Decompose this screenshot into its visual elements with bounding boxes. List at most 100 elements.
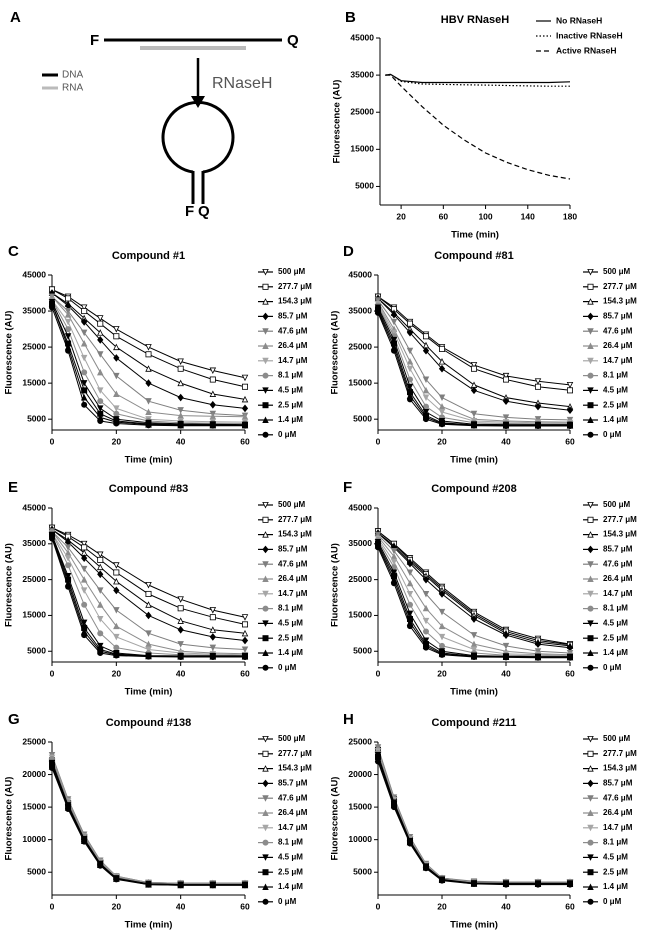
marker [177,641,184,648]
marker [470,410,478,418]
marker [145,653,152,660]
x-tick-label: 60 [565,901,575,911]
marker [65,806,72,813]
legend-marker [587,328,594,335]
x-tick-label: 60 [240,668,250,678]
marker [97,336,104,344]
marker [390,347,397,354]
marker [97,601,104,608]
legend-label: 4.5 μM [278,386,303,395]
marker [81,838,88,845]
series-line [377,750,570,884]
chart-title: Compound #208 [431,483,517,495]
marker [177,596,184,603]
marker [406,365,414,373]
legend-label: 154.3 μM [278,297,312,306]
chart: B HBV RNaseH Time (min) Fluorescence (AU) 50… [332,9,623,241]
marker [502,881,509,888]
fluorophore: F [90,32,99,49]
legend-label: 47.6 μM [603,793,633,802]
y-tick-label: 5000 [27,413,46,423]
marker [177,882,184,889]
marker [438,590,446,598]
marker [97,315,104,322]
legend-marker [587,575,594,582]
legend-label: 154.3 μM [278,764,312,773]
panel-label: D [343,243,354,260]
legend-label: 14.7 μM [278,356,308,365]
legend-label: 500 μM [278,267,305,276]
marker [80,380,88,387]
legend-label: 4.5 μM [278,619,303,628]
legend-label: 26.4 μM [603,808,633,817]
legend-label: 1.4 μM [278,415,303,424]
legend-label: 277.7 μM [603,515,637,524]
y-tick-label: 25000 [348,736,372,746]
chart: D Compound #81 Time (min) Fluorescence (AU)… [330,243,638,466]
marker [241,636,249,645]
y-tick-label: 15000 [350,144,374,154]
diagram: A F Q RNaseH DNA RNA F Q [10,9,299,220]
series-line [377,749,570,884]
marker [406,840,413,847]
y-tick-label: 35000 [348,305,372,315]
x-tick-label: 60 [565,668,575,678]
marker [438,364,446,373]
marker [177,393,184,402]
legend-label: 14.7 μM [278,589,308,598]
marker [567,387,574,394]
legend-text: RNA [62,83,83,94]
marker [406,396,413,403]
y-tick-label: 35000 [350,69,374,79]
marker [113,390,120,397]
legend-marker [587,839,594,846]
marker [502,654,509,661]
chart: H Compound #211 Time (min) Fluorescence (AU… [330,711,638,931]
y-tick-label: 25000 [22,341,46,351]
legend-label: 47.6 μM [603,326,633,335]
marker [535,881,542,888]
marker [209,633,216,641]
marker [470,880,477,887]
legend-label: 1.4 μM [603,882,628,891]
legend-marker [587,545,594,554]
marker [406,559,414,568]
marker [145,398,152,405]
legend-label: 500 μM [278,734,305,743]
marker [422,416,429,423]
marker [390,310,398,319]
legend-label: 500 μM [278,500,305,509]
marker [209,390,217,397]
x-tick-label: 40 [176,668,186,678]
marker [502,414,510,421]
hairpin-loop [161,100,235,174]
marker [113,343,120,351]
legend-marker [262,620,269,627]
marker [145,365,152,372]
marker [535,383,542,390]
marker [145,646,152,653]
marker [80,565,88,573]
marker [422,590,430,598]
marker [113,562,120,569]
legend-marker [262,765,269,772]
series-line [377,751,570,884]
marker [209,614,216,621]
marker [374,544,381,551]
chart-title: Compound #81 [434,250,513,262]
x-tick-label: 20 [437,901,447,911]
x-tick-label: 0 [50,901,55,911]
legend-label: 14.7 μM [278,823,308,832]
marker [406,569,414,576]
y-tick-label: 25000 [348,574,372,584]
legend-label: 8.1 μM [603,838,628,847]
marker [438,622,446,630]
legend-label: 277.7 μM [278,749,312,758]
marker [470,653,477,660]
marker [145,601,152,608]
marker [241,882,248,889]
legend-label: Inactive RNaseH [556,30,623,40]
legend-label: 85.7 μM [278,545,308,554]
legend-marker [587,779,594,788]
